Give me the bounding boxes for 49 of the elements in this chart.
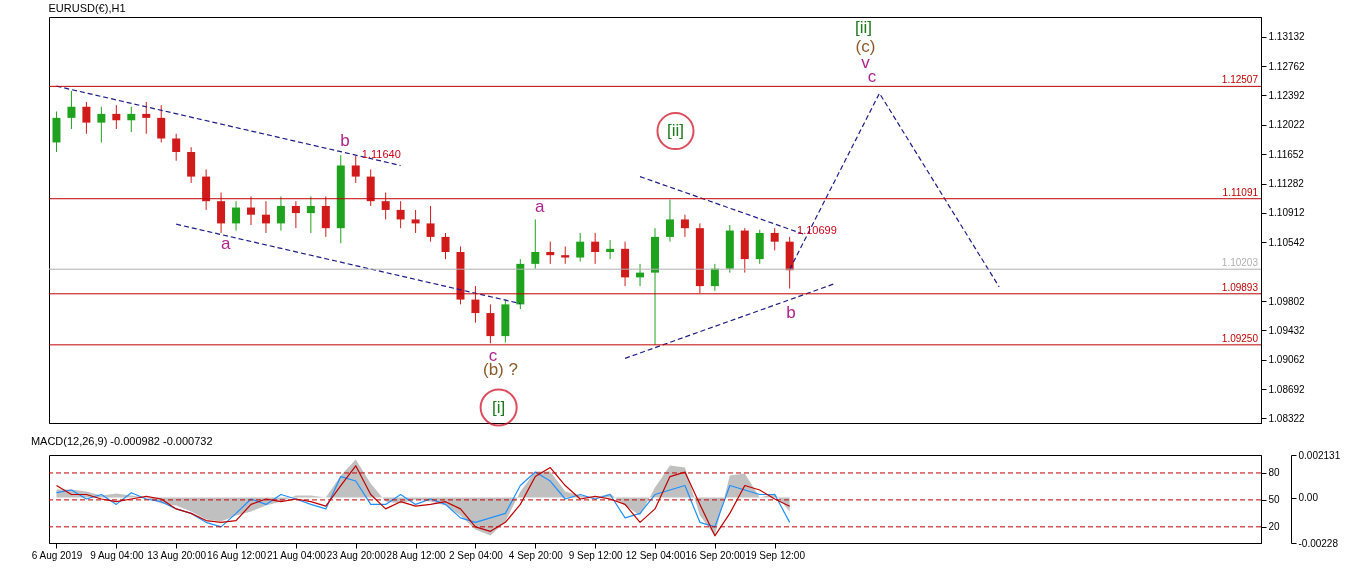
y-tick-label: 1.13132 [1268,31,1306,43]
chart-title: MACD(12,26,9) -0.000982 -0.000732 [30,435,213,447]
annotation: 1.10699 [797,223,837,236]
y2-tick-label: 20 [1268,521,1281,533]
y-tick-label: 1.08692 [1268,383,1306,395]
x-tick-label: 2 Sep 04:00 [448,549,504,561]
ref-line-label: 1.09893 [1221,281,1259,293]
x-tick-label: 16 Sep 20:00 [685,549,746,561]
annotation: 1.11640 [361,148,401,161]
x-tick-label: 9 Sep 12:00 [568,549,624,561]
x-tick-label: 28 Aug 12:00 [386,549,446,561]
x-tick-label: 12 Sep 04:00 [625,549,686,561]
ref-line-label: 1.09250 [1221,332,1259,344]
x-tick-label: 4 Sep 20:00 [508,549,564,561]
y-tick-label: -0.00228 [1298,537,1339,549]
y-tick-label: 1.11652 [1268,148,1305,160]
annotation: [i] [492,397,506,417]
y-tick-label: 1.09432 [1268,324,1306,336]
y-tick-label: 0.00 [1298,492,1319,504]
ref-line-label: 1.12507 [1221,74,1259,86]
annotation: b [340,130,350,150]
chart-title: EURUSD(€),H1 [48,2,126,14]
y-tick-label: 1.09802 [1268,295,1306,307]
x-tick-label: 19 Sep 12:00 [745,549,806,561]
annotation: [ii] [854,18,872,38]
annotation: a [221,234,232,254]
annotation: (b) ? [482,360,518,380]
x-tick-label: 23 Aug 20:00 [326,549,387,561]
y-tick-label: 1.11282 [1268,178,1305,190]
y2-tick-label: 80 [1268,467,1281,479]
y-tick-label: 1.12762 [1268,60,1306,72]
y2-tick-label: 50 [1268,494,1281,506]
x-tick-label: 9 Aug 04:00 [90,549,144,561]
x-tick-label: 21 Aug 04:00 [266,549,327,561]
ref-line-label: 1.11091 [1222,186,1259,198]
y-tick-label: 1.12392 [1268,89,1306,101]
x-tick-label: 6 Aug 2019 [31,549,83,561]
y-tick-label: 0.002131 [1298,449,1341,461]
y-tick-label: 1.08322 [1268,412,1306,424]
x-tick-label: 16 Aug 12:00 [207,549,267,561]
y-tick-label: 1.10542 [1268,236,1306,248]
annotation: [ii] [666,121,684,141]
y-tick-label: 1.10912 [1268,207,1306,219]
y-tick-label: 1.09062 [1268,354,1306,366]
y-tick-label: 1.12022 [1268,119,1306,131]
ref-line-label: 1.10203 [1221,257,1259,269]
annotation: b [786,303,796,323]
annotation: a [534,197,545,217]
x-tick-label: 13 Aug 20:00 [147,549,207,561]
